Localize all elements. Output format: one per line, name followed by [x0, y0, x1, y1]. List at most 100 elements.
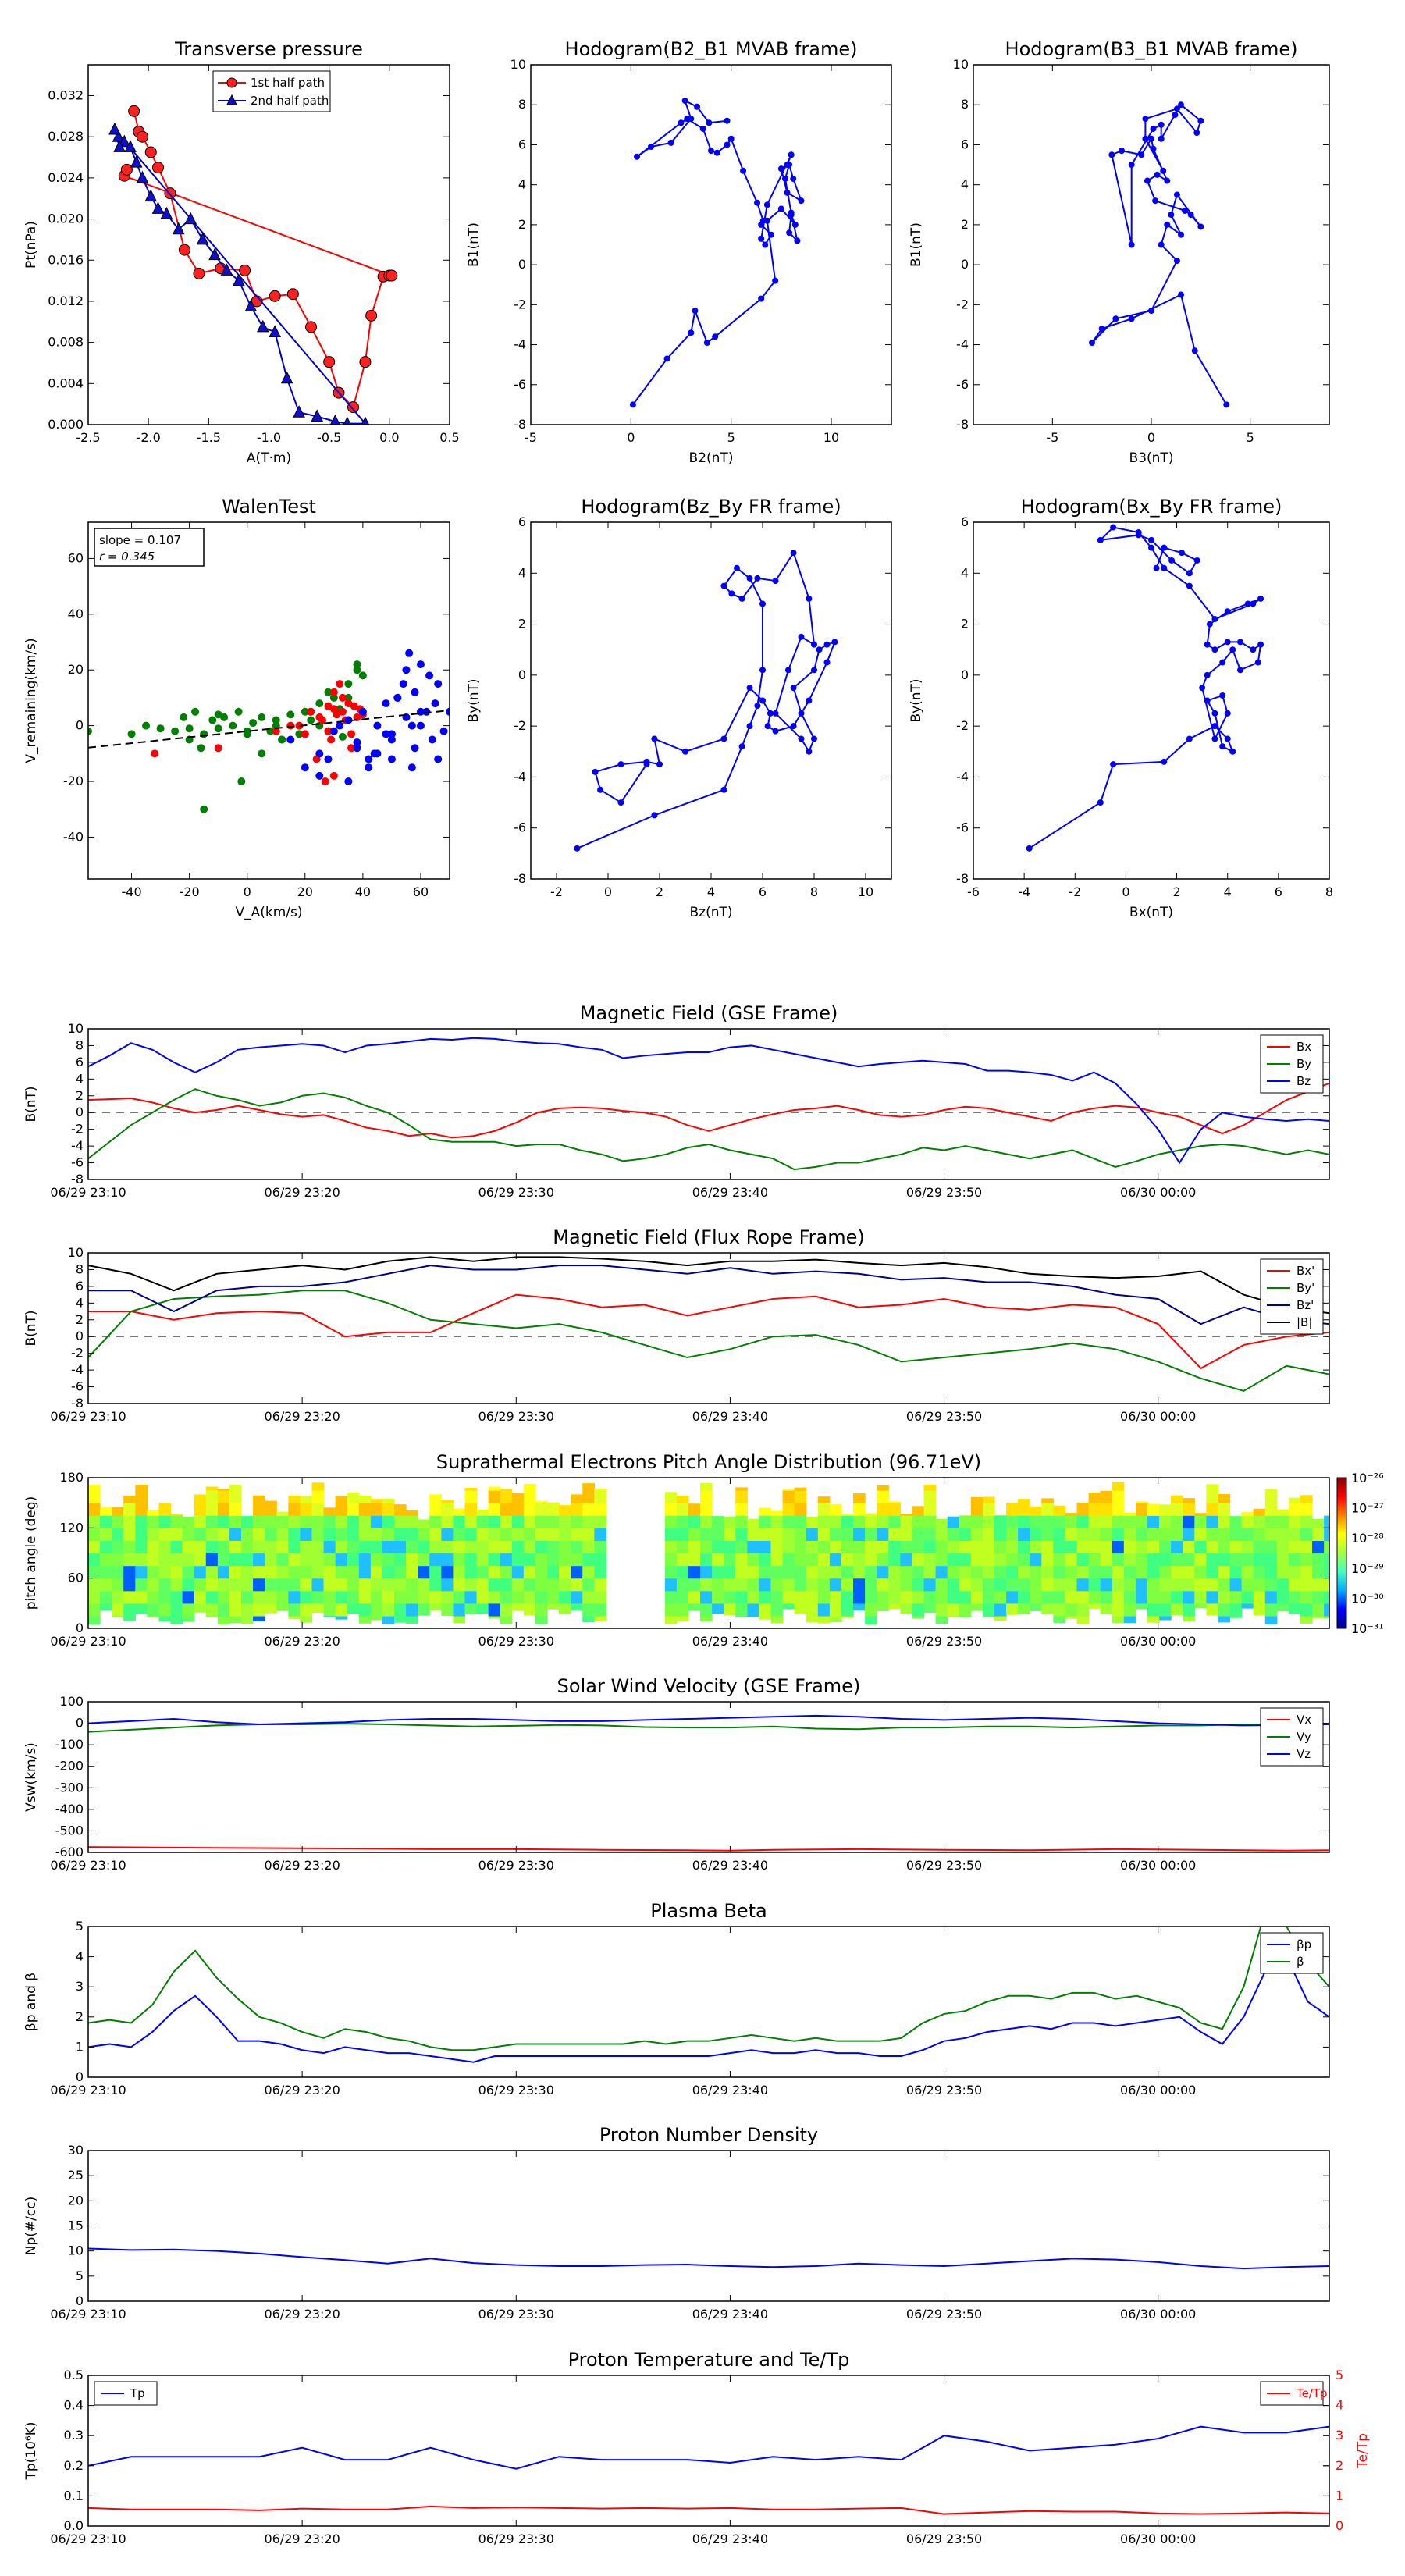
heatmap-cell	[1123, 1603, 1136, 1617]
heatmap-cell	[1030, 1603, 1042, 1611]
walen-point-blue	[336, 721, 344, 730]
heatmap-cell	[724, 1553, 736, 1567]
x-tick-label: -6	[967, 884, 980, 899]
heatmap-cell	[1218, 1540, 1231, 1554]
plot-area	[1089, 101, 1230, 408]
legend-box	[1260, 1932, 1324, 1974]
heatmap-cell	[994, 1615, 1007, 1621]
hodogram-point	[1186, 735, 1193, 742]
heatmap-cell	[935, 1553, 948, 1567]
heatmap-cell	[311, 1490, 325, 1503]
heatmap-cell	[100, 1528, 112, 1542]
data-point-2nd-half	[311, 409, 324, 422]
y-axis-label: B(nT)	[23, 1310, 39, 1346]
heatmap-cell	[205, 1590, 219, 1604]
heatmap-cell	[1088, 1590, 1101, 1604]
axes-frame	[87, 521, 450, 880]
heatmap-cell	[594, 1490, 607, 1503]
heatmap-cell	[1112, 1515, 1125, 1528]
heatmap-cell	[1171, 1495, 1183, 1503]
heatmap-cell	[511, 1515, 525, 1528]
heatmap-cell	[888, 1578, 901, 1592]
heatmap-cell	[1288, 1497, 1301, 1503]
heatmap-cell	[912, 1553, 925, 1567]
heatmap-cell	[912, 1540, 925, 1554]
heatmap-cell	[735, 1553, 748, 1567]
y-tick-label: 0	[76, 1621, 84, 1635]
heatmap-cell	[1264, 1615, 1278, 1624]
heatmap-cell	[1288, 1553, 1301, 1567]
heatmap-cell	[194, 1540, 207, 1554]
heatmap-cell	[88, 1515, 101, 1528]
hodogram-point	[688, 116, 695, 123]
heatmap-cell	[253, 1503, 265, 1516]
data-point-2nd-half	[160, 206, 173, 219]
annotation-slope: slope = 0.107	[99, 533, 181, 547]
heatmap-cell	[829, 1528, 842, 1542]
heatmap-cell	[323, 1553, 336, 1567]
heatmap-cell	[747, 1553, 760, 1567]
hodogram-point	[758, 235, 765, 242]
heatmap-cell	[853, 1503, 866, 1516]
heatmap-cell	[1264, 1490, 1278, 1503]
heatmap-cell	[1018, 1528, 1030, 1542]
heatmap-cell	[1171, 1603, 1183, 1616]
heatmap-cell	[88, 1603, 101, 1617]
walen-point-blue	[315, 771, 324, 780]
heatmap-cell	[959, 1578, 972, 1592]
y-axis-label: By(nT)	[909, 678, 924, 722]
heatmap-cell	[123, 1553, 136, 1567]
heatmap-cell	[712, 1590, 724, 1604]
heatmap-cell	[1276, 1578, 1289, 1592]
x-axis-label: V_A(km/s)	[235, 905, 302, 920]
heatmap-cell	[571, 1553, 583, 1567]
y-tick-label-right: 1	[1336, 2488, 1343, 2503]
heatmap-cell	[311, 1528, 325, 1542]
heatmap-cell	[182, 1565, 195, 1579]
heatmap-cell	[1264, 1578, 1278, 1592]
colorbar-tick-label: 10⁻²⁶	[1351, 1471, 1384, 1485]
heatmap-cell	[241, 1578, 254, 1592]
walen-point-green	[142, 721, 151, 730]
heatmap-cell	[323, 1603, 336, 1617]
data-point-1st-half	[128, 105, 140, 117]
walen-point-green	[344, 693, 353, 702]
heatmap-cell	[217, 1590, 230, 1604]
colorbar-tick-label: 10⁻³¹	[1351, 1621, 1384, 1636]
heatmap-cell	[829, 1565, 842, 1579]
heatmap-cell	[735, 1578, 748, 1592]
heatmap-cell	[923, 1565, 937, 1579]
heatmap-cell	[418, 1528, 430, 1542]
heatmap-cell	[511, 1590, 525, 1604]
x-tick-label: 5	[1247, 430, 1254, 445]
heatmap-cell	[782, 1489, 795, 1491]
heatmap-cell	[1018, 1565, 1030, 1579]
heatmap-cell	[441, 1553, 454, 1567]
heatmap-cell	[476, 1603, 489, 1614]
heatmap-cell	[1112, 1578, 1125, 1592]
heatmap-cell	[488, 1540, 501, 1554]
x-tick-label: 06/29 23:30	[478, 2307, 554, 2322]
heatmap-cell	[453, 1515, 466, 1528]
heatmap-cell	[1018, 1503, 1030, 1516]
hodogram-point	[713, 149, 720, 156]
heatmap-cell	[959, 1515, 972, 1516]
heatmap-cell	[1065, 1578, 1078, 1592]
y-tick-label: 20	[68, 2193, 84, 2208]
heatmap-cell	[194, 1494, 207, 1503]
heatmap-cell	[1041, 1528, 1054, 1542]
heatmap-cell	[759, 1615, 772, 1620]
hodogram-point	[798, 710, 805, 717]
x-tick-label: 06/29 23:20	[264, 2307, 340, 2322]
heatmap-cell	[1183, 1578, 1195, 1592]
plot-area	[88, 1927, 1329, 2063]
hodogram-point	[788, 151, 795, 158]
x-tick-label: -40	[121, 884, 141, 899]
heatmap-cell	[135, 1490, 148, 1503]
heatmap-cell	[959, 1565, 972, 1579]
heatmap-cell	[1135, 1501, 1148, 1503]
walen-point-red	[347, 730, 356, 738]
hodogram-point	[1154, 171, 1161, 178]
y-axis-label: B(nT)	[23, 1086, 39, 1122]
heatmap-cell	[1123, 1565, 1136, 1579]
